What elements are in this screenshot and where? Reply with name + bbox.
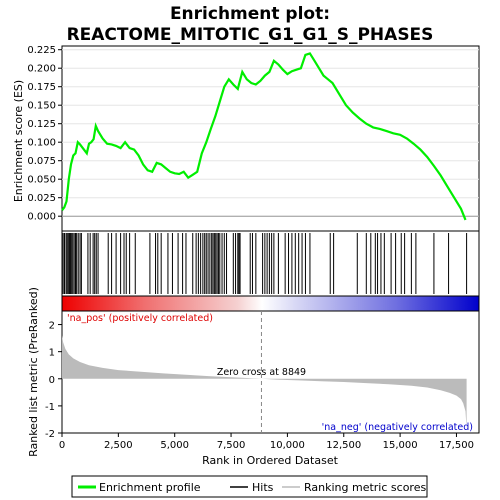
es-y-axis-label: Enrichment score (ES) — [12, 80, 25, 202]
es-y-tick-label: 0.225 — [27, 45, 56, 56]
chart-title-line1: Enrichment plot: — [170, 4, 330, 24]
x-tick-label: 7,500 — [217, 440, 246, 451]
es-y-tick-label: 0.000 — [27, 212, 56, 223]
ranked-y-tick-label: -2 — [45, 429, 55, 440]
x-tick-label: 15,000 — [383, 440, 418, 451]
legend-box — [71, 475, 428, 498]
ranked-x-ticks: 0 2,500 5,000 7,500 10,000 12,500 15,000 17,500 — [59, 433, 474, 451]
hits-marks — [62, 233, 468, 294]
es-y-tick-label: 0.075 — [27, 156, 56, 167]
x-tick-label: 2,500 — [104, 440, 133, 451]
neg-correlated-label: 'na_neg' (negatively correlated) — [322, 422, 473, 433]
chart-title-line2: REACTOME_MITOTIC_G1_G1_S_PHASES — [67, 25, 434, 45]
es-y-tick-label: 0.100 — [27, 138, 56, 149]
legend-profile-label: Enrichment profile — [99, 481, 201, 494]
x-tick-label: 5,000 — [160, 440, 189, 451]
zero-cross-label: Zero cross at 8849 — [217, 367, 306, 378]
x-tick-label: 10,000 — [270, 440, 305, 451]
ranking-metric-area — [62, 335, 467, 429]
es-y-tick-label: 0.025 — [27, 193, 56, 204]
ranked-y-tick-label: -1 — [45, 402, 55, 413]
ranked-y-tick-label: 1 — [49, 348, 55, 359]
legend-hits-label: Hits — [252, 481, 274, 494]
legend-metric-label: Ranking metric scores — [304, 481, 426, 494]
pos-correlated-label: 'na_pos' (positively correlated) — [67, 313, 213, 324]
hits-panel-frame — [61, 230, 480, 297]
es-y-tick-label: 0.200 — [27, 64, 56, 75]
ranked-y-ticks: 2 1 0 -1 -2 — [45, 321, 62, 440]
x-tick-label: 0 — [59, 440, 65, 451]
es-y-tick-label: 0.150 — [27, 101, 56, 112]
ranking-heat-strip — [61, 295, 480, 312]
x-tick-label: 17,500 — [439, 440, 474, 451]
ranked-y-tick-label: 2 — [49, 321, 55, 332]
es-y-tick-label: 0.125 — [27, 119, 56, 130]
es-y-ticks: 0.000 0.025 0.050 0.075 0.100 0.125 0.150 0.175… — [27, 45, 62, 223]
es-y-tick-label: 0.175 — [27, 82, 56, 93]
enrichment-profile-line — [61, 52, 467, 221]
x-axis-label: Rank in Ordered Dataset — [202, 454, 339, 467]
ranked-y-tick-label: 0 — [49, 375, 55, 386]
ranked-y-axis-label: Ranked list metric (PreRanked) — [27, 287, 40, 457]
es-y-tick-label: 0.050 — [27, 175, 56, 186]
es-panel-frame — [61, 45, 480, 232]
x-tick-label: 12,500 — [326, 440, 361, 451]
